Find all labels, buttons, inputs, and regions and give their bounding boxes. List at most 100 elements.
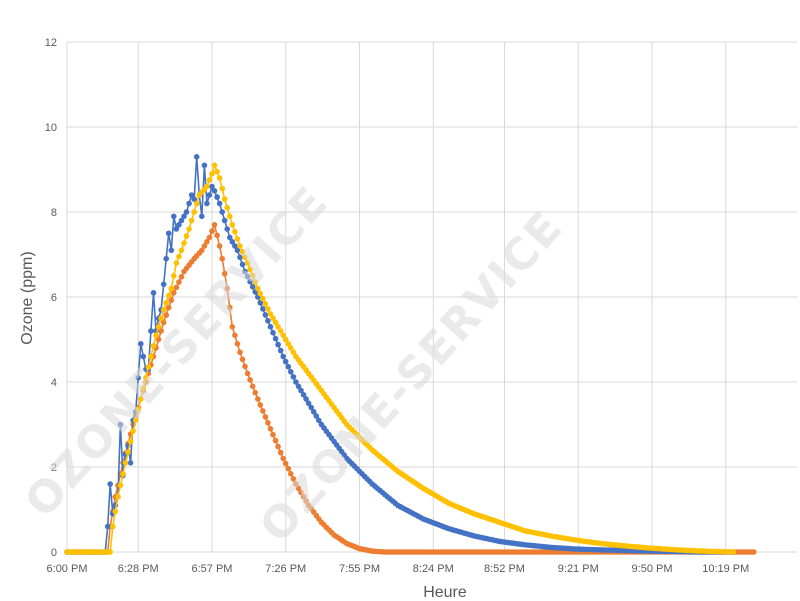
- series-point: [186, 200, 192, 207]
- series-point: [163, 299, 169, 306]
- x-tick-label: 6:57 PM: [191, 563, 232, 575]
- series-point: [293, 379, 299, 385]
- series-point: [316, 417, 322, 424]
- x-tick-label: 7:55 PM: [339, 563, 380, 575]
- series-point: [232, 243, 238, 249]
- series-point: [138, 396, 144, 402]
- series-point: [163, 255, 169, 262]
- series-point: [127, 460, 134, 466]
- series-point: [130, 428, 136, 434]
- series-point: [310, 409, 317, 415]
- series-point: [300, 494, 307, 500]
- y-axis-ticks: 0 2 4 6 8 10 12: [45, 37, 57, 559]
- series-point: [229, 222, 236, 228]
- series-point: [216, 200, 223, 207]
- series-point: [193, 200, 200, 207]
- series-point: [183, 233, 190, 239]
- series-point: [262, 301, 269, 307]
- series-point: [234, 247, 241, 254]
- series-point: [158, 315, 164, 322]
- y-tick-label: 8: [51, 207, 57, 219]
- series-point: [107, 481, 113, 487]
- series-point: [143, 375, 149, 381]
- series-point: [191, 209, 197, 215]
- x-tick-label: 7:26 PM: [265, 563, 306, 575]
- series-point: [249, 284, 256, 290]
- series-point: [257, 402, 264, 408]
- series-point: [242, 363, 248, 370]
- series-point: [199, 247, 205, 254]
- series-point: [211, 222, 218, 228]
- series-point: [237, 254, 243, 261]
- series-point: [265, 306, 271, 312]
- series-point: [211, 188, 218, 194]
- x-tick-label: 9:50 PM: [632, 563, 673, 575]
- series-point: [132, 417, 139, 424]
- series-point: [275, 341, 281, 348]
- series-point: [247, 377, 253, 383]
- series-point: [168, 247, 175, 254]
- series-point: [214, 194, 220, 200]
- series-point: [262, 414, 269, 420]
- series-point: [110, 523, 116, 530]
- series-2: [64, 162, 737, 555]
- series-point: [209, 228, 215, 234]
- series-point: [209, 171, 215, 177]
- series-point: [303, 396, 309, 402]
- series-point: [229, 324, 236, 330]
- series-point: [234, 236, 241, 242]
- series-point: [275, 443, 281, 450]
- series-point: [227, 304, 233, 311]
- series-point: [173, 260, 180, 266]
- series-point: [290, 349, 297, 356]
- series-point: [120, 471, 126, 477]
- series-point: [155, 336, 162, 343]
- series-point: [272, 319, 279, 326]
- series-point: [252, 389, 258, 396]
- series-point: [242, 268, 248, 275]
- series-point: [214, 168, 220, 175]
- watermark-layer: OZONE-SERVICE OZONE-SERVICE: [15, 176, 573, 552]
- series-point: [171, 273, 177, 279]
- series-point: [267, 311, 274, 317]
- series-point: [191, 196, 197, 202]
- series-point: [221, 270, 228, 277]
- series-point: [221, 217, 228, 224]
- series-point: [288, 345, 294, 351]
- series-point: [730, 549, 737, 555]
- series-point: [153, 332, 159, 339]
- series-point: [150, 343, 157, 349]
- series-point: [211, 162, 218, 169]
- series-point: [135, 406, 141, 413]
- series-point: [173, 284, 180, 291]
- y-tick-label: 4: [51, 377, 57, 389]
- series-point: [232, 332, 238, 339]
- series-point: [265, 318, 271, 324]
- series-point: [178, 217, 185, 224]
- series-point: [216, 175, 223, 181]
- series-point: [305, 400, 312, 407]
- grid-lines: [66, 41, 797, 553]
- series-point: [288, 369, 294, 375]
- series-point: [239, 248, 246, 255]
- series-point: [232, 229, 238, 235]
- series-point: [293, 481, 299, 487]
- series-point: [135, 375, 141, 381]
- series-point: [140, 385, 147, 392]
- y-tick-label: 0: [51, 547, 57, 559]
- series-point: [160, 281, 167, 288]
- series-point: [242, 254, 248, 261]
- series-point: [168, 285, 175, 292]
- series-layer: [64, 154, 757, 555]
- series-point: [160, 319, 167, 326]
- series-point: [201, 162, 208, 169]
- series-point: [206, 234, 213, 241]
- series-point: [285, 341, 292, 347]
- series-point: [270, 315, 276, 322]
- series-point: [183, 209, 190, 215]
- series-point: [265, 420, 271, 426]
- series-point: [295, 383, 302, 390]
- series-point: [288, 471, 294, 477]
- series-point: [298, 489, 304, 496]
- series-point: [122, 460, 129, 466]
